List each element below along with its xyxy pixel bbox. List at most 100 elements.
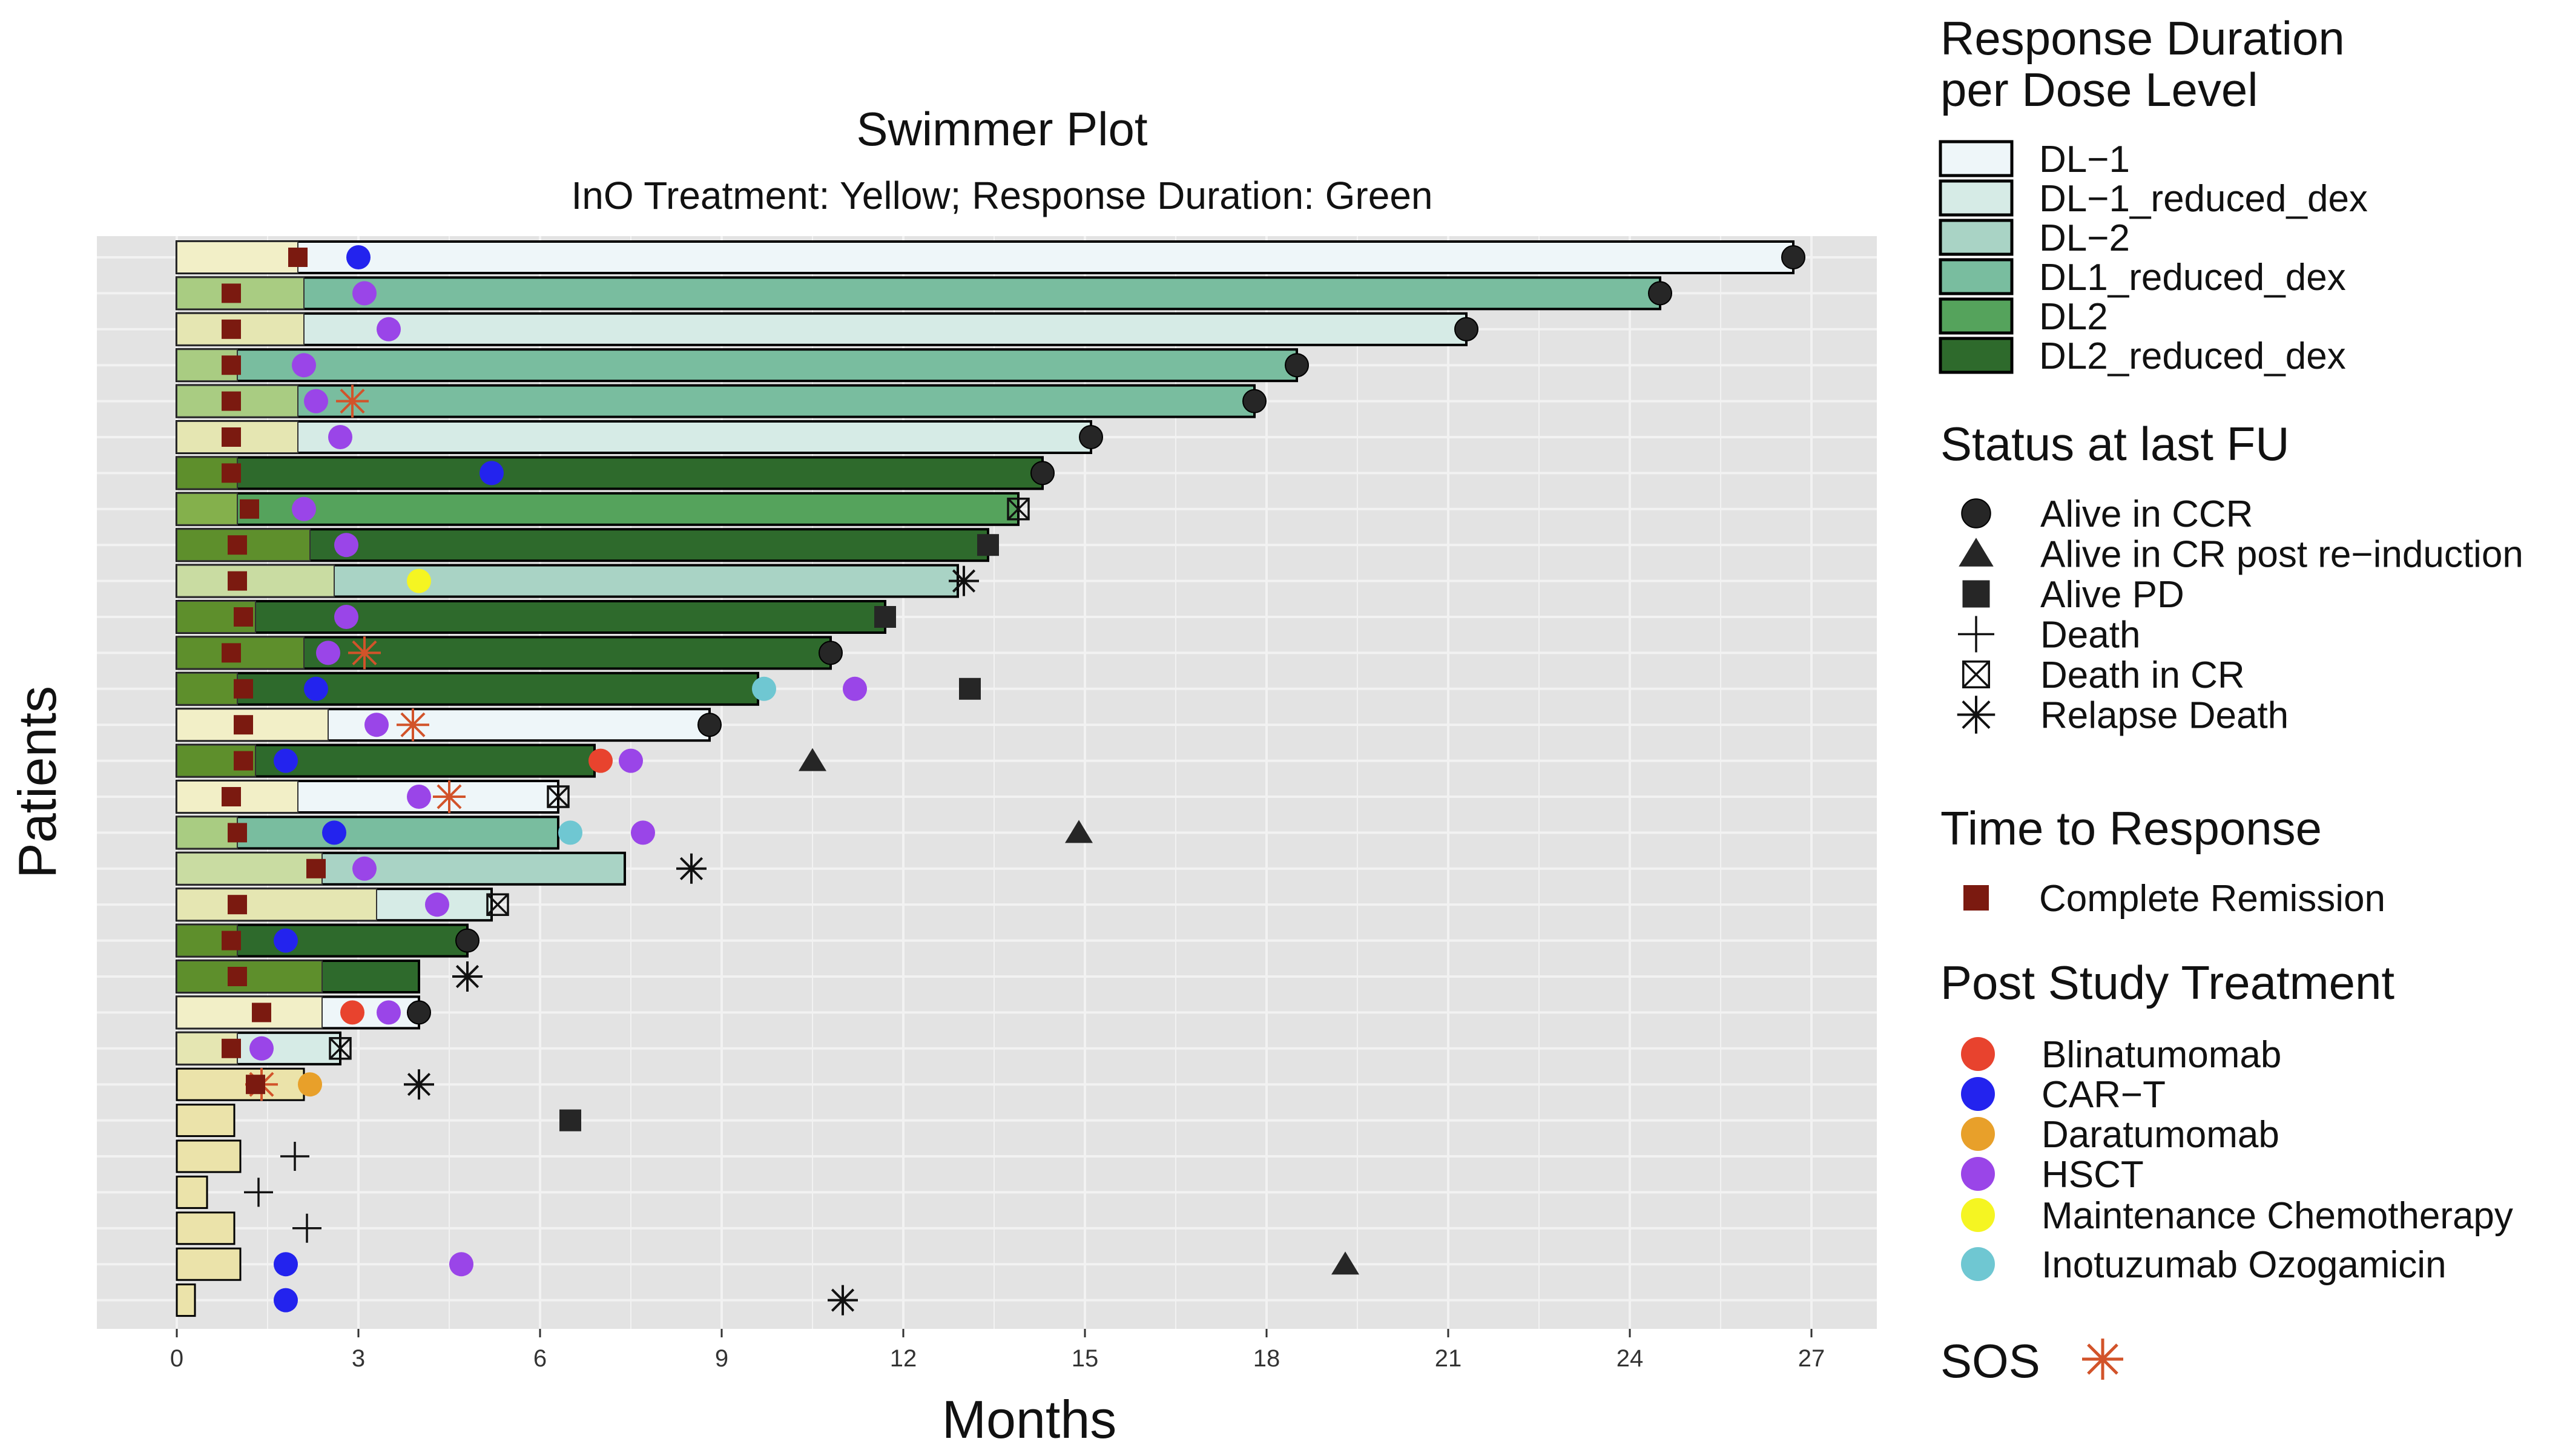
legend-dose-levels: DL−1DL−1_reduced_dexDL−2DL1_reduced_dexD…	[1939, 139, 2368, 377]
sos-marker	[397, 708, 429, 742]
x-axis-label: Months	[942, 1389, 1117, 1449]
legend-status-symbol	[1961, 498, 1991, 529]
legend: Response Duration per Dose Level DL−1DL−…	[1939, 12, 2523, 1388]
complete-remission-marker	[222, 463, 241, 483]
legend-sos-symbol	[2082, 1339, 2123, 1380]
legend-dose-swatch	[1939, 297, 2014, 335]
legend-treatment-symbol	[1961, 1157, 1995, 1191]
treatment-point-hsct	[292, 496, 316, 521]
legend-response-title: Time to Response	[1940, 802, 2322, 855]
legend-status-label: Alive PD	[2040, 574, 2184, 616]
legend-treatment-label: Daratumomab	[2042, 1114, 2279, 1156]
complete-remission-marker	[228, 823, 247, 843]
complete-remission-marker	[228, 967, 247, 986]
ino-bar	[176, 816, 238, 849]
complete-remission-marker	[222, 283, 241, 303]
legend-dose-label: DL2_reduced_dex	[2039, 335, 2346, 377]
complete-remission-marker	[288, 248, 308, 267]
status-marker-pd	[559, 1109, 581, 1132]
legend-status-label: Death	[2040, 614, 2140, 656]
legend-treatment-label: Maintenance Chemotherapy	[2042, 1195, 2513, 1237]
treatment-point-cart	[274, 928, 298, 953]
status-marker-relapse_death	[828, 1285, 858, 1316]
x-tick-label: 21	[1435, 1345, 1462, 1372]
legend-treatment-symbol	[1961, 1037, 1995, 1071]
x-axis: 0 3 6 9 12 15 18 21 24 27	[170, 1329, 1825, 1372]
ino-bar	[176, 1175, 208, 1209]
treatment-point-dara	[298, 1072, 322, 1097]
complete-remission-marker	[222, 931, 241, 950]
legend-dose-swatch	[1939, 219, 2014, 256]
legend-treatment-symbol	[1961, 1117, 1995, 1151]
legend-status-label: Relapse Death	[2040, 695, 2289, 737]
status-marker-relapse_death	[949, 565, 979, 596]
response-bar	[176, 671, 759, 706]
treatment-point-hsct	[364, 713, 389, 737]
legend-treatment-label: Blinatumomab	[2042, 1034, 2281, 1076]
status-marker-ccr	[455, 928, 480, 953]
status-marker-death	[280, 1142, 309, 1171]
complete-remission-marker	[222, 355, 241, 375]
complete-remission-marker	[252, 1003, 271, 1023]
ino-bar	[176, 672, 238, 705]
complete-remission-marker	[234, 607, 253, 627]
legend-status-symbol	[1958, 616, 1994, 653]
response-bar	[176, 240, 1794, 274]
x-tick-label: 15	[1072, 1345, 1099, 1372]
status-marker-relapse_death	[452, 961, 483, 992]
ino-bar	[176, 1211, 236, 1245]
status-marker-cr_reind	[1331, 1251, 1359, 1275]
ino-bar	[176, 601, 256, 633]
legend-status-title: Status at last FU	[1940, 417, 2290, 470]
x-tick-label: 18	[1253, 1345, 1280, 1372]
treatment-point-hsct	[352, 281, 377, 306]
ino-bar	[176, 1139, 242, 1173]
legend-status-label: Death in CR	[2040, 654, 2245, 696]
x-tick-label: 9	[715, 1345, 728, 1372]
response-bar	[176, 528, 989, 562]
ino-bar	[176, 1247, 242, 1281]
legend-response: Complete Remission	[1963, 878, 2385, 920]
status-marker-ccr	[1648, 281, 1672, 306]
legend-status-symbol	[1962, 580, 1990, 608]
ino-bar	[176, 1067, 305, 1101]
x-tick-label: 6	[533, 1345, 547, 1372]
treatment-point-blin	[340, 1000, 364, 1025]
legend-status-label: Alive in CR post re−induction	[2040, 534, 2523, 576]
treatment-point-maint	[407, 568, 431, 593]
treatment-point-cart	[274, 748, 298, 773]
legend-dose-title-line1: Response Duration	[1940, 12, 2345, 65]
complete-remission-marker	[234, 679, 253, 699]
response-bar	[176, 348, 1298, 383]
complete-remission-marker	[222, 391, 241, 411]
legend-dose-label: DL−1	[2039, 139, 2130, 180]
legend-response-symbol	[1963, 885, 1989, 911]
complete-remission-marker	[222, 787, 241, 806]
treatment-point-ino	[558, 820, 582, 845]
treatment-point-hsct	[407, 785, 431, 809]
status-marker-pd	[977, 534, 999, 556]
treatment-point-hsct	[352, 856, 377, 881]
status-marker-cr_reind	[1065, 820, 1093, 843]
status-marker-ccr	[1781, 245, 1805, 269]
legend-status-symbol	[1957, 696, 1996, 734]
ino-bar	[176, 888, 377, 921]
legend-treatment-label: Inotuzumab Ozogamicin	[2042, 1244, 2447, 1286]
sos-marker	[348, 636, 381, 670]
legend-treatment-symbol	[1961, 1198, 1995, 1232]
status-marker-ccr	[1454, 317, 1478, 341]
status-marker-pd	[874, 606, 896, 628]
complete-remission-marker	[306, 858, 326, 878]
status-marker-ccr	[697, 713, 722, 737]
legend-treatment-symbol	[1961, 1077, 1995, 1111]
treatment-point-cart	[480, 461, 504, 486]
ino-bar	[176, 996, 323, 1029]
ino-bar	[176, 960, 323, 993]
y-axis-label: Patients	[7, 686, 67, 878]
treatment-point-cart	[322, 820, 346, 845]
treatment-point-cart	[274, 1252, 298, 1277]
status-marker-death_cr	[1007, 498, 1030, 521]
complete-remission-marker	[222, 427, 241, 447]
status-marker-pd	[959, 677, 981, 700]
